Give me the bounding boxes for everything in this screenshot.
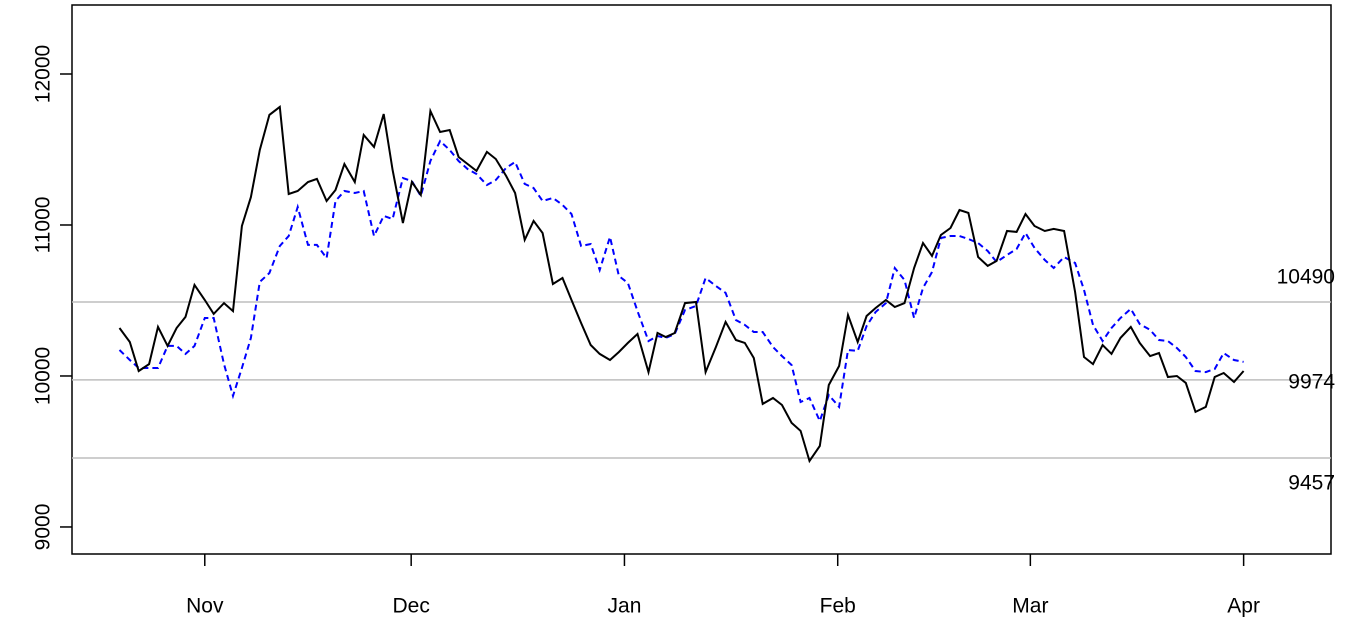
reference-label: 9457 — [1288, 472, 1335, 495]
y-tick-label: 9000 — [32, 504, 55, 551]
plot-frame — [71, 4, 1332, 555]
x-tick-label: Nov — [186, 595, 224, 618]
reference-label: 10490 — [1277, 266, 1335, 289]
line-series — [118, 105, 1245, 464]
x-tick-label: Feb — [820, 595, 856, 618]
y-tick-label: 12000 — [32, 45, 55, 103]
reference-label: 9974 — [1288, 370, 1335, 393]
line-series — [118, 139, 1244, 424]
x-tick-label: Dec — [392, 595, 429, 618]
x-tick-label: Mar — [1012, 595, 1048, 618]
x-tick-label: Apr — [1227, 595, 1260, 618]
x-tick-label: Jan — [608, 595, 642, 618]
y-tick-label: 10000 — [32, 347, 55, 405]
y-tick-label: 11000 — [32, 197, 55, 254]
